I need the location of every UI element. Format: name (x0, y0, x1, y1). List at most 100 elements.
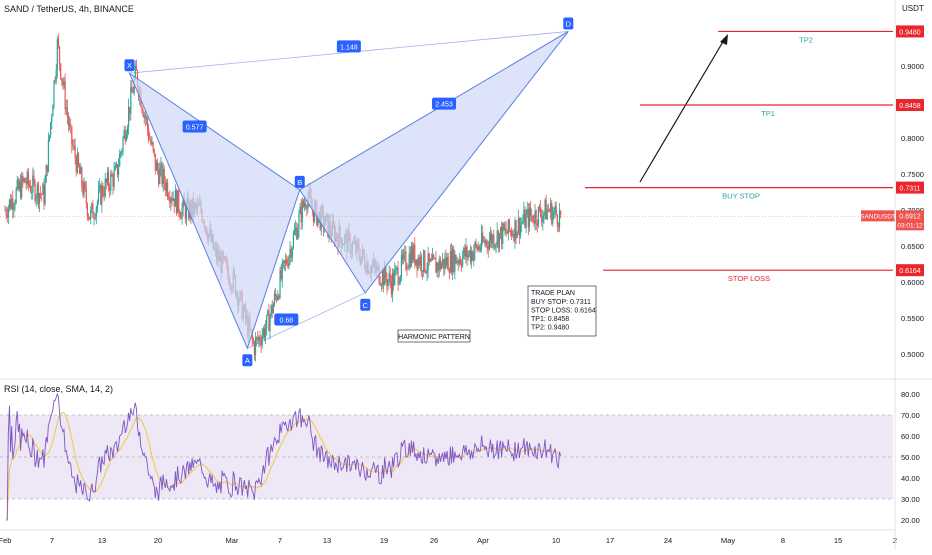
candle-body (546, 209, 548, 220)
candle-body (516, 232, 518, 238)
candle-body (117, 166, 120, 175)
candle-body (438, 259, 440, 271)
candle-body (533, 221, 535, 224)
candle-body (509, 230, 512, 232)
pattern-point-marker (563, 17, 574, 30)
candle-body (74, 145, 76, 159)
candle-body (135, 65, 137, 71)
candle-body (462, 255, 464, 267)
price-tick-label: 0.6500 (901, 242, 924, 251)
candle-body (411, 246, 414, 261)
candle-body (387, 279, 389, 287)
candle-body (256, 337, 258, 339)
level-price-tag (896, 25, 924, 38)
candle-body (67, 116, 70, 126)
candle-body (44, 182, 46, 205)
candle-body (453, 248, 455, 272)
candle-body (13, 206, 15, 210)
candle-body (51, 116, 53, 123)
candle-body (132, 92, 134, 94)
rsi-tick-label: 40.00 (901, 474, 920, 483)
candle-body (272, 304, 274, 314)
time-tick-label: 17 (606, 536, 614, 545)
candle-body (45, 165, 47, 183)
candle-body (280, 270, 282, 280)
candle-body (305, 203, 307, 207)
candle-body (152, 142, 154, 149)
candle-body (532, 215, 534, 222)
price-tick-label: 0.8000 (901, 134, 924, 143)
level-price-tag-label: 0.9480 (899, 29, 921, 36)
level-label: STOP LOSS (728, 274, 770, 283)
time-tick-label: Feb (0, 536, 11, 545)
candle-body (145, 118, 148, 120)
candle-body (434, 258, 436, 260)
countdown-label: 03:01:12 (897, 222, 923, 229)
pattern-xab-triangle (128, 71, 301, 350)
candle-body (538, 206, 541, 208)
candle-body (513, 233, 515, 241)
candle-body (252, 339, 254, 344)
candle-body (84, 182, 86, 189)
candle-body (155, 162, 158, 171)
candle-body (498, 233, 500, 248)
candle-body (499, 226, 502, 234)
candle-body (386, 278, 388, 287)
pattern-ratio-label: 2.453 (435, 102, 453, 109)
candle-body (105, 178, 107, 183)
candle-body (37, 184, 40, 204)
time-tick-label: Mar (226, 536, 239, 545)
candle-body (410, 246, 413, 267)
candle-body (292, 234, 294, 249)
candle-body (122, 137, 124, 151)
candle-body (442, 259, 444, 264)
candle-body (303, 203, 306, 207)
candle-body (163, 168, 165, 184)
time-tick-label: 20 (154, 536, 162, 545)
candle-body (42, 184, 44, 195)
candle-body (298, 213, 300, 230)
time-tick-label: 7 (50, 536, 54, 545)
candle-body (158, 170, 160, 184)
candle-body (90, 209, 92, 220)
candle-body (16, 179, 18, 190)
candle-body (110, 173, 112, 191)
candle-body (495, 243, 497, 246)
symbol-title: SAND / TetherUS, 4h, BINANCE (4, 4, 134, 14)
candle-body (480, 232, 483, 249)
candle-body (400, 255, 403, 277)
rsi-line (6, 392, 562, 521)
candle-body (296, 227, 298, 240)
candle-body (393, 272, 395, 286)
candle-body (162, 168, 164, 185)
candle-body (173, 198, 175, 207)
candle-body (492, 235, 494, 244)
candle-body (151, 142, 153, 145)
candle-body (85, 188, 87, 204)
pattern-point-label: B (297, 178, 302, 187)
candle-body (169, 198, 171, 203)
candle-body (93, 217, 95, 219)
candle-body (112, 176, 114, 187)
candle-body (301, 200, 303, 223)
candle-body (472, 251, 474, 261)
candle-body (89, 216, 91, 220)
price-tick-label: 0.5000 (901, 350, 924, 359)
candle-body (388, 273, 390, 280)
candle-body (283, 260, 286, 264)
candle-body (79, 165, 81, 174)
candle-body (385, 266, 387, 279)
candle-body (109, 186, 111, 191)
candle-body (115, 164, 117, 167)
candle-body (464, 247, 466, 257)
candle-body (129, 106, 131, 114)
candle-body (414, 244, 416, 265)
candle-body (408, 253, 410, 268)
candle-body (291, 248, 293, 258)
candle-body (391, 272, 394, 295)
candle-body (24, 178, 26, 183)
candle-body (381, 271, 384, 285)
candle-body (463, 247, 465, 256)
